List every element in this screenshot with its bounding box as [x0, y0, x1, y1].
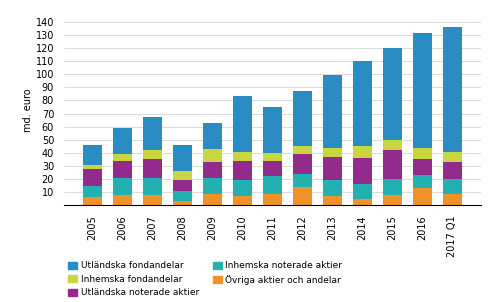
- Bar: [233, 96, 252, 152]
- Bar: [113, 154, 132, 161]
- Bar: [443, 162, 462, 179]
- Y-axis label: md. euro: md. euro: [23, 88, 33, 132]
- Bar: [83, 165, 102, 169]
- Bar: [173, 145, 192, 171]
- Bar: [413, 175, 432, 188]
- Bar: [353, 158, 372, 184]
- Bar: [263, 161, 282, 176]
- Bar: [143, 195, 163, 205]
- Bar: [113, 195, 132, 205]
- Bar: [413, 159, 432, 175]
- Bar: [353, 199, 372, 205]
- Bar: [233, 180, 252, 196]
- Bar: [233, 161, 252, 180]
- Bar: [353, 146, 372, 158]
- Bar: [293, 146, 312, 154]
- Bar: [323, 157, 342, 180]
- Bar: [263, 107, 282, 153]
- Bar: [173, 201, 192, 205]
- Bar: [293, 91, 312, 146]
- Legend: Utländska fondandelar, Inhemska fondandelar, Utländska noterade aktier, Inhemska: Utländska fondandelar, Inhemska fondande…: [68, 262, 342, 297]
- Bar: [443, 27, 462, 152]
- Bar: [323, 148, 342, 157]
- Bar: [203, 149, 222, 162]
- Bar: [143, 178, 163, 195]
- Bar: [203, 178, 222, 194]
- Bar: [413, 34, 432, 148]
- Bar: [113, 128, 132, 154]
- Bar: [143, 117, 163, 150]
- Bar: [293, 187, 312, 205]
- Bar: [173, 191, 192, 201]
- Bar: [203, 123, 222, 149]
- Bar: [203, 162, 222, 178]
- Bar: [233, 152, 252, 161]
- Bar: [263, 153, 282, 161]
- Bar: [113, 178, 132, 195]
- Bar: [263, 194, 282, 205]
- Bar: [293, 174, 312, 187]
- Bar: [143, 159, 163, 178]
- Bar: [382, 195, 402, 205]
- Bar: [83, 145, 102, 165]
- Bar: [143, 150, 163, 159]
- Bar: [293, 154, 312, 174]
- Bar: [353, 184, 372, 199]
- Bar: [382, 179, 402, 195]
- Bar: [382, 150, 402, 179]
- Bar: [382, 140, 402, 150]
- Bar: [83, 198, 102, 205]
- Bar: [203, 194, 222, 205]
- Bar: [443, 179, 462, 194]
- Bar: [83, 186, 102, 198]
- Bar: [233, 196, 252, 205]
- Bar: [83, 169, 102, 186]
- Bar: [382, 48, 402, 140]
- Bar: [173, 171, 192, 180]
- Bar: [443, 194, 462, 205]
- Bar: [263, 176, 282, 194]
- Bar: [413, 148, 432, 159]
- Bar: [323, 196, 342, 205]
- Bar: [323, 76, 342, 148]
- Bar: [173, 180, 192, 191]
- Bar: [443, 152, 462, 162]
- Bar: [413, 188, 432, 205]
- Bar: [113, 161, 132, 178]
- Bar: [323, 180, 342, 196]
- Bar: [353, 61, 372, 146]
